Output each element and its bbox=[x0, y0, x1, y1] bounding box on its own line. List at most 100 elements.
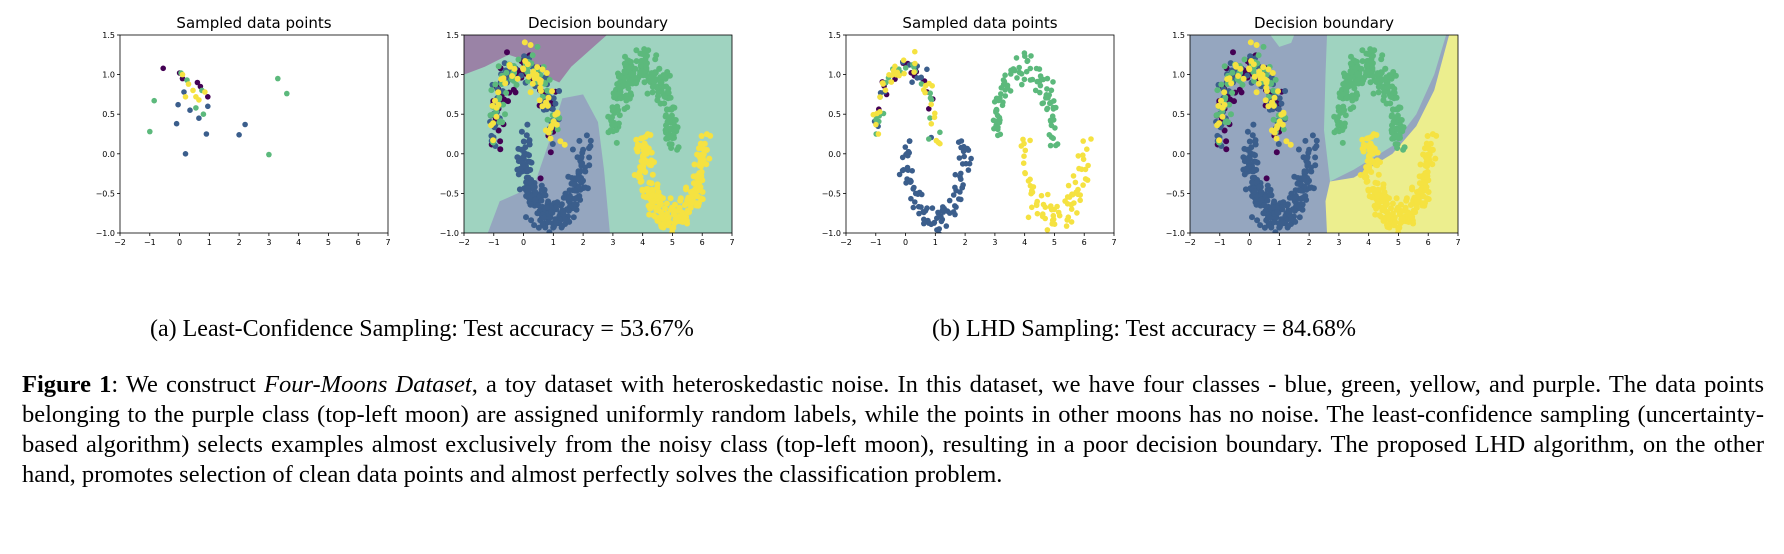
data-point-blue bbox=[1261, 224, 1268, 231]
y-tick-label: 0.0 bbox=[446, 150, 459, 159]
data-point-green bbox=[1050, 106, 1057, 112]
data-point-blue bbox=[1288, 216, 1295, 223]
data-point-yellow bbox=[646, 203, 652, 209]
data-point-yellow bbox=[1361, 174, 1368, 181]
data-point-green bbox=[658, 84, 665, 91]
data-point-green bbox=[663, 129, 669, 136]
data-point-yellow bbox=[1020, 136, 1026, 143]
data-point-yellow bbox=[1269, 99, 1275, 106]
data-point-green bbox=[1394, 145, 1401, 151]
data-point-yellow bbox=[928, 101, 934, 108]
data-point-green bbox=[641, 57, 648, 64]
data-point-blue bbox=[1243, 165, 1250, 172]
x-tick-label: 3 bbox=[1336, 238, 1341, 247]
data-point-blue bbox=[526, 137, 533, 144]
data-point-yellow bbox=[912, 60, 918, 67]
data-point-green bbox=[1348, 53, 1354, 60]
data-point-green bbox=[991, 99, 998, 105]
data-point-blue bbox=[526, 158, 533, 165]
data-point-green bbox=[651, 71, 657, 78]
data-point-blue bbox=[516, 186, 523, 193]
data-point-yellow bbox=[1370, 131, 1377, 138]
data-point-yellow bbox=[507, 63, 514, 70]
data-point-green bbox=[1052, 125, 1058, 131]
data-point-green bbox=[611, 92, 618, 99]
data-point-yellow bbox=[683, 184, 690, 191]
data-point-green bbox=[1013, 55, 1020, 61]
data-point-green bbox=[1384, 84, 1391, 91]
data-point-green bbox=[1002, 72, 1008, 78]
data-point-purple bbox=[497, 138, 504, 145]
data-point-yellow bbox=[1218, 97, 1224, 104]
data-point-yellow bbox=[547, 125, 554, 132]
y-tick-label: −1.0 bbox=[96, 229, 115, 238]
y-tick-label: 0.0 bbox=[1172, 150, 1185, 159]
data-point-yellow bbox=[1072, 179, 1079, 186]
data-point-green bbox=[1228, 111, 1234, 118]
data-point-green bbox=[992, 118, 999, 124]
data-point-green bbox=[1024, 58, 1030, 65]
data-point-yellow bbox=[1080, 182, 1086, 188]
data-point-green bbox=[1382, 65, 1389, 72]
data-point-green bbox=[628, 92, 635, 99]
data-point-blue bbox=[924, 66, 930, 73]
data-point-blue bbox=[1260, 210, 1267, 217]
data-point-blue bbox=[521, 53, 528, 60]
data-point-yellow bbox=[637, 164, 644, 170]
data-point-blue bbox=[1281, 233, 1287, 239]
data-point-yellow bbox=[1389, 210, 1396, 217]
data-point-yellow bbox=[520, 65, 527, 72]
data-point-yellow bbox=[655, 207, 662, 214]
data-point-yellow bbox=[1084, 146, 1090, 152]
data-point-yellow bbox=[653, 193, 659, 200]
data-point-yellow bbox=[1215, 102, 1222, 109]
data-point-green bbox=[1239, 81, 1246, 88]
data-point-purple bbox=[497, 146, 504, 153]
x-tick-label: −1 bbox=[870, 238, 882, 247]
data-point-blue bbox=[960, 182, 966, 188]
data-point-yellow bbox=[1375, 171, 1382, 178]
caption-dataset: Four-Moons Dataset bbox=[264, 371, 472, 398]
data-point-green bbox=[622, 53, 628, 60]
data-point-yellow bbox=[653, 198, 660, 204]
data-point-green bbox=[616, 112, 623, 119]
data-point-yellow bbox=[543, 70, 550, 76]
data-point-yellow bbox=[490, 120, 497, 127]
data-point-yellow bbox=[1381, 207, 1388, 214]
data-point-yellow bbox=[502, 80, 509, 87]
data-point-yellow bbox=[633, 136, 640, 143]
data-point-blue bbox=[1286, 209, 1293, 215]
chart-b-boundary-svg: Decision boundary −2 −1 0 1 2 3 4 5 6 7 −1.0 −0.5 0.0… bbox=[1166, 14, 1461, 247]
data-point-green bbox=[1370, 90, 1377, 97]
chart-b-sampled-svg: Sampled data points −2 −1 0 1 2 3 4 5 6 7 −1.0 −0.5 0… bbox=[822, 14, 1117, 247]
x-tick-label: 2 bbox=[963, 238, 968, 247]
data-point-green bbox=[1335, 121, 1342, 128]
data-point-yellow bbox=[1374, 162, 1381, 169]
data-point-purple bbox=[926, 106, 932, 112]
data-point-yellow bbox=[662, 205, 668, 212]
data-point-green bbox=[902, 65, 909, 71]
data-point-blue bbox=[907, 177, 914, 184]
chart-b-boundary: Decision boundary −2 −1 0 1 2 3 4 5 6 7 −1.0 −0.5 0.0… bbox=[1166, 14, 1476, 284]
data-point-blue bbox=[1244, 128, 1251, 135]
x-tick-label: 4 bbox=[1366, 238, 1371, 247]
data-point-blue bbox=[523, 132, 530, 139]
y-tick-label: −0.5 bbox=[822, 189, 841, 198]
data-point-yellow bbox=[637, 178, 644, 185]
data-point-blue bbox=[1241, 145, 1248, 152]
x-tick-label: 4 bbox=[1022, 238, 1027, 247]
data-point-green bbox=[918, 81, 925, 87]
data-point-yellow bbox=[190, 87, 196, 94]
x-tick-label: 6 bbox=[1426, 238, 1431, 247]
data-point-blue bbox=[1275, 141, 1282, 147]
data-point-green bbox=[1341, 107, 1348, 114]
data-point-green bbox=[544, 116, 551, 123]
data-point-blue bbox=[935, 209, 941, 216]
data-point-purple bbox=[547, 149, 554, 156]
data-point-green bbox=[621, 60, 628, 67]
data-point-green bbox=[995, 132, 1001, 139]
data-point-green bbox=[1229, 69, 1236, 76]
chart-a-sampled: Sampled data points −2 −1 0 1 2 3 4 5 6 7 −1.0 −0.5 0… bbox=[96, 14, 406, 284]
data-point-blue bbox=[560, 209, 567, 215]
data-point-green bbox=[675, 144, 682, 151]
